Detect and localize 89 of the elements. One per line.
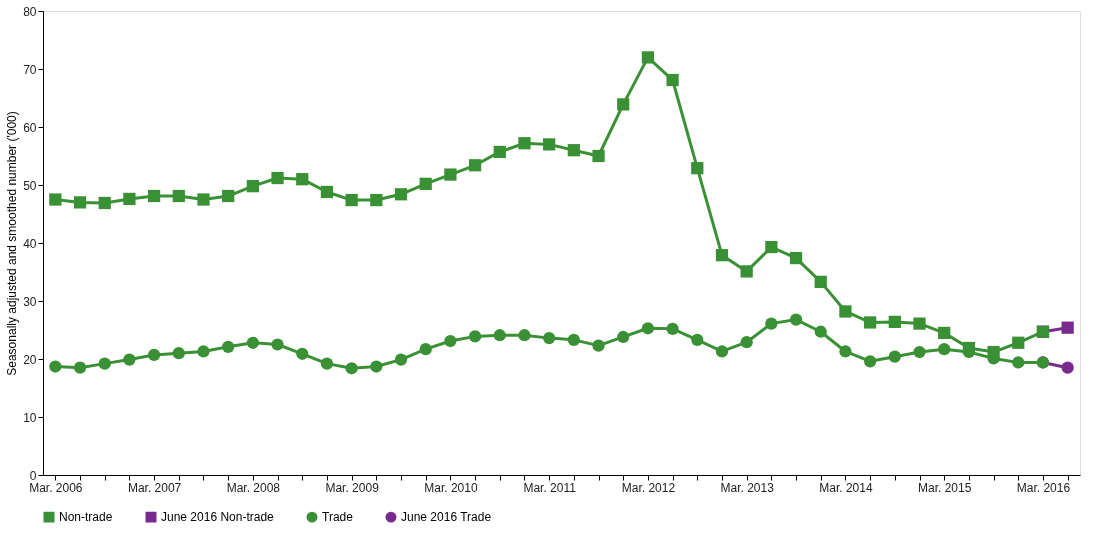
point	[518, 137, 531, 150]
x-tick-label: Mar. 2014	[819, 480, 873, 495]
point	[864, 355, 877, 368]
point	[617, 330, 630, 344]
point	[938, 326, 951, 340]
point	[567, 333, 580, 346]
y-tick-label: 70	[23, 62, 37, 77]
point	[222, 189, 235, 203]
point	[518, 329, 531, 342]
point	[320, 357, 334, 370]
y-tick-label: 0	[29, 468, 37, 483]
point	[73, 196, 87, 209]
point	[419, 177, 432, 190]
point	[172, 189, 185, 203]
point	[715, 249, 729, 262]
legend-label: Trade	[322, 510, 354, 525]
point	[320, 185, 334, 199]
point	[888, 350, 901, 363]
point	[296, 347, 309, 360]
point	[888, 315, 901, 328]
point	[962, 341, 976, 355]
legend-label: June 2016 Non-trade	[161, 510, 275, 525]
point	[543, 138, 556, 151]
y-tick-label: 20	[23, 352, 37, 367]
point	[1012, 336, 1025, 349]
point	[543, 332, 556, 345]
point	[246, 180, 259, 193]
point	[666, 73, 679, 87]
point	[493, 329, 506, 342]
point	[394, 188, 408, 201]
point	[666, 322, 679, 335]
x-tick-label: Mar. 2007	[127, 480, 182, 495]
point	[864, 316, 877, 329]
point	[98, 196, 111, 210]
point	[913, 345, 926, 359]
x-tick-label: Mar. 2013	[720, 480, 775, 495]
point	[592, 149, 605, 163]
x-tick-label: Mar. 2011	[523, 480, 577, 495]
point	[222, 340, 235, 353]
point	[789, 251, 803, 265]
legend-label: Non-trade	[59, 510, 113, 525]
x-tick-label: Mar. 2006	[29, 480, 83, 495]
point	[938, 343, 951, 356]
point	[98, 357, 111, 370]
x-tick-label: Mar. 2008	[226, 480, 281, 495]
point	[246, 336, 259, 349]
point	[715, 345, 729, 358]
point	[814, 325, 827, 338]
y-axis-title: Seasonally adjusted and smoothed number ('000)	[5, 111, 20, 376]
point	[1012, 356, 1025, 369]
point	[172, 347, 185, 360]
point	[147, 189, 161, 203]
point	[73, 361, 87, 374]
point	[123, 192, 136, 206]
point	[493, 145, 506, 159]
point	[641, 322, 655, 335]
point	[691, 333, 704, 346]
x-tick-label: Mar. 2016	[1016, 480, 1071, 495]
point	[814, 275, 827, 288]
y-tick-label: 30	[23, 294, 37, 309]
point	[419, 343, 432, 356]
point	[987, 345, 1000, 359]
point	[789, 313, 803, 326]
point	[691, 162, 704, 175]
point	[271, 171, 284, 185]
y-tick-label: 50	[23, 178, 37, 193]
x-tick-label: Mar. 2015	[918, 480, 972, 495]
y-tick-label: 80	[23, 4, 37, 19]
y-tick-label: 60	[23, 120, 37, 135]
point	[468, 330, 482, 343]
point	[345, 362, 358, 375]
point	[147, 348, 161, 362]
x-tick-label: Mar. 2012	[621, 480, 676, 495]
y-tick-label: 40	[23, 236, 37, 251]
point	[345, 193, 358, 207]
point	[617, 98, 630, 111]
point	[740, 336, 753, 349]
x-tick-label: Mar. 2009	[325, 480, 380, 495]
point	[468, 159, 482, 172]
y-tick-label: 10	[23, 410, 37, 425]
legend-label: June 2016 Trade	[401, 510, 492, 525]
point	[296, 173, 309, 186]
point	[444, 334, 457, 348]
x-tick-label: Mar. 2010	[424, 480, 478, 495]
point	[641, 51, 655, 64]
point	[370, 193, 383, 207]
point	[394, 353, 408, 366]
point	[765, 240, 778, 254]
point	[567, 144, 580, 157]
